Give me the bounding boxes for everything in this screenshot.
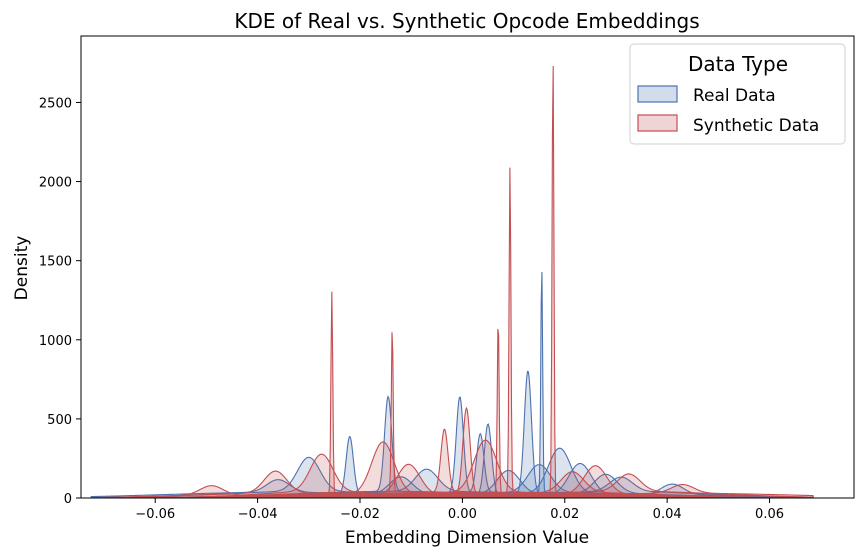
x-tick-label: 0.06 [755, 507, 784, 522]
y-tick-label: 0 [64, 492, 72, 507]
y-axis-ticks: 0 500 1000 1500 2000 2500 [39, 96, 81, 507]
synthetic-density-peak [90, 328, 814, 499]
synthetic-density-peak [90, 332, 814, 499]
synthetic-density-peak [90, 291, 814, 499]
legend-label-real: Real Data [693, 86, 776, 106]
real-density-peak [91, 396, 814, 499]
y-tick-label: 1500 [39, 255, 72, 270]
x-tick-label: −0.04 [238, 507, 278, 522]
x-axis-ticks: −0.06 −0.04 −0.02 0.00 0.02 0.04 0.06 [135, 498, 784, 522]
real-density-peak [91, 370, 814, 499]
x-tick-label: −0.02 [340, 507, 380, 522]
synthetic-density-peak [91, 167, 814, 499]
y-axis-label: Density [12, 236, 32, 301]
real-data-curves [90, 271, 814, 499]
legend-box [629, 43, 846, 145]
y-tick-label: 2500 [39, 96, 72, 111]
synthetic-density-peak [91, 428, 814, 499]
chart-title: KDE of Real vs. Synthetic Opcode Embeddi… [234, 9, 699, 33]
legend: Data Type Real Data Synthetic Data [629, 43, 846, 145]
legend-swatch-synthetic [637, 114, 678, 132]
legend-swatch-real [637, 85, 678, 103]
y-tick-label: 500 [47, 413, 72, 428]
x-tick-label: −0.06 [135, 507, 175, 522]
x-tick-label: 0.02 [550, 507, 579, 522]
x-tick-label: 0.00 [448, 507, 477, 522]
real-density-peak [91, 271, 814, 499]
x-tick-label: 0.04 [653, 507, 682, 522]
plot-frame [80, 35, 855, 499]
legend-label-synthetic: Synthetic Data [693, 116, 819, 136]
y-tick-label: 1000 [39, 334, 72, 349]
legend-title: Data Type [688, 52, 788, 76]
y-tick-label: 2000 [39, 176, 72, 191]
x-axis-label: Embedding Dimension Value [345, 528, 589, 548]
